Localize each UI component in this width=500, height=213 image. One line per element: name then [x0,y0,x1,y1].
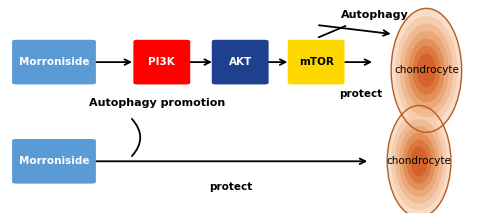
Text: chondrocyte: chondrocyte [386,156,452,166]
Ellipse shape [391,112,447,210]
Ellipse shape [395,119,443,203]
Text: Autophagy: Autophagy [341,10,409,20]
Text: protect: protect [339,89,382,99]
Ellipse shape [387,105,451,213]
Ellipse shape [396,16,458,125]
Text: PI3K: PI3K [148,57,175,67]
FancyBboxPatch shape [212,40,268,84]
Ellipse shape [391,8,462,132]
FancyBboxPatch shape [134,40,190,84]
FancyBboxPatch shape [12,40,96,84]
Text: AKT: AKT [228,57,252,67]
Ellipse shape [408,39,444,102]
Ellipse shape [404,31,449,110]
Text: mTOR: mTOR [298,57,334,67]
Text: Morroniside: Morroniside [19,57,89,67]
Ellipse shape [412,46,440,95]
Ellipse shape [402,133,436,190]
Text: Morroniside: Morroniside [19,156,89,166]
Ellipse shape [410,146,428,176]
Text: protect: protect [209,182,252,192]
Text: chondrocyte: chondrocyte [394,65,459,75]
Text: Autophagy promotion: Autophagy promotion [89,98,225,108]
FancyBboxPatch shape [288,40,344,84]
Ellipse shape [400,23,453,117]
Ellipse shape [417,53,436,87]
Ellipse shape [406,139,432,183]
Ellipse shape [399,126,440,197]
FancyBboxPatch shape [12,139,96,184]
